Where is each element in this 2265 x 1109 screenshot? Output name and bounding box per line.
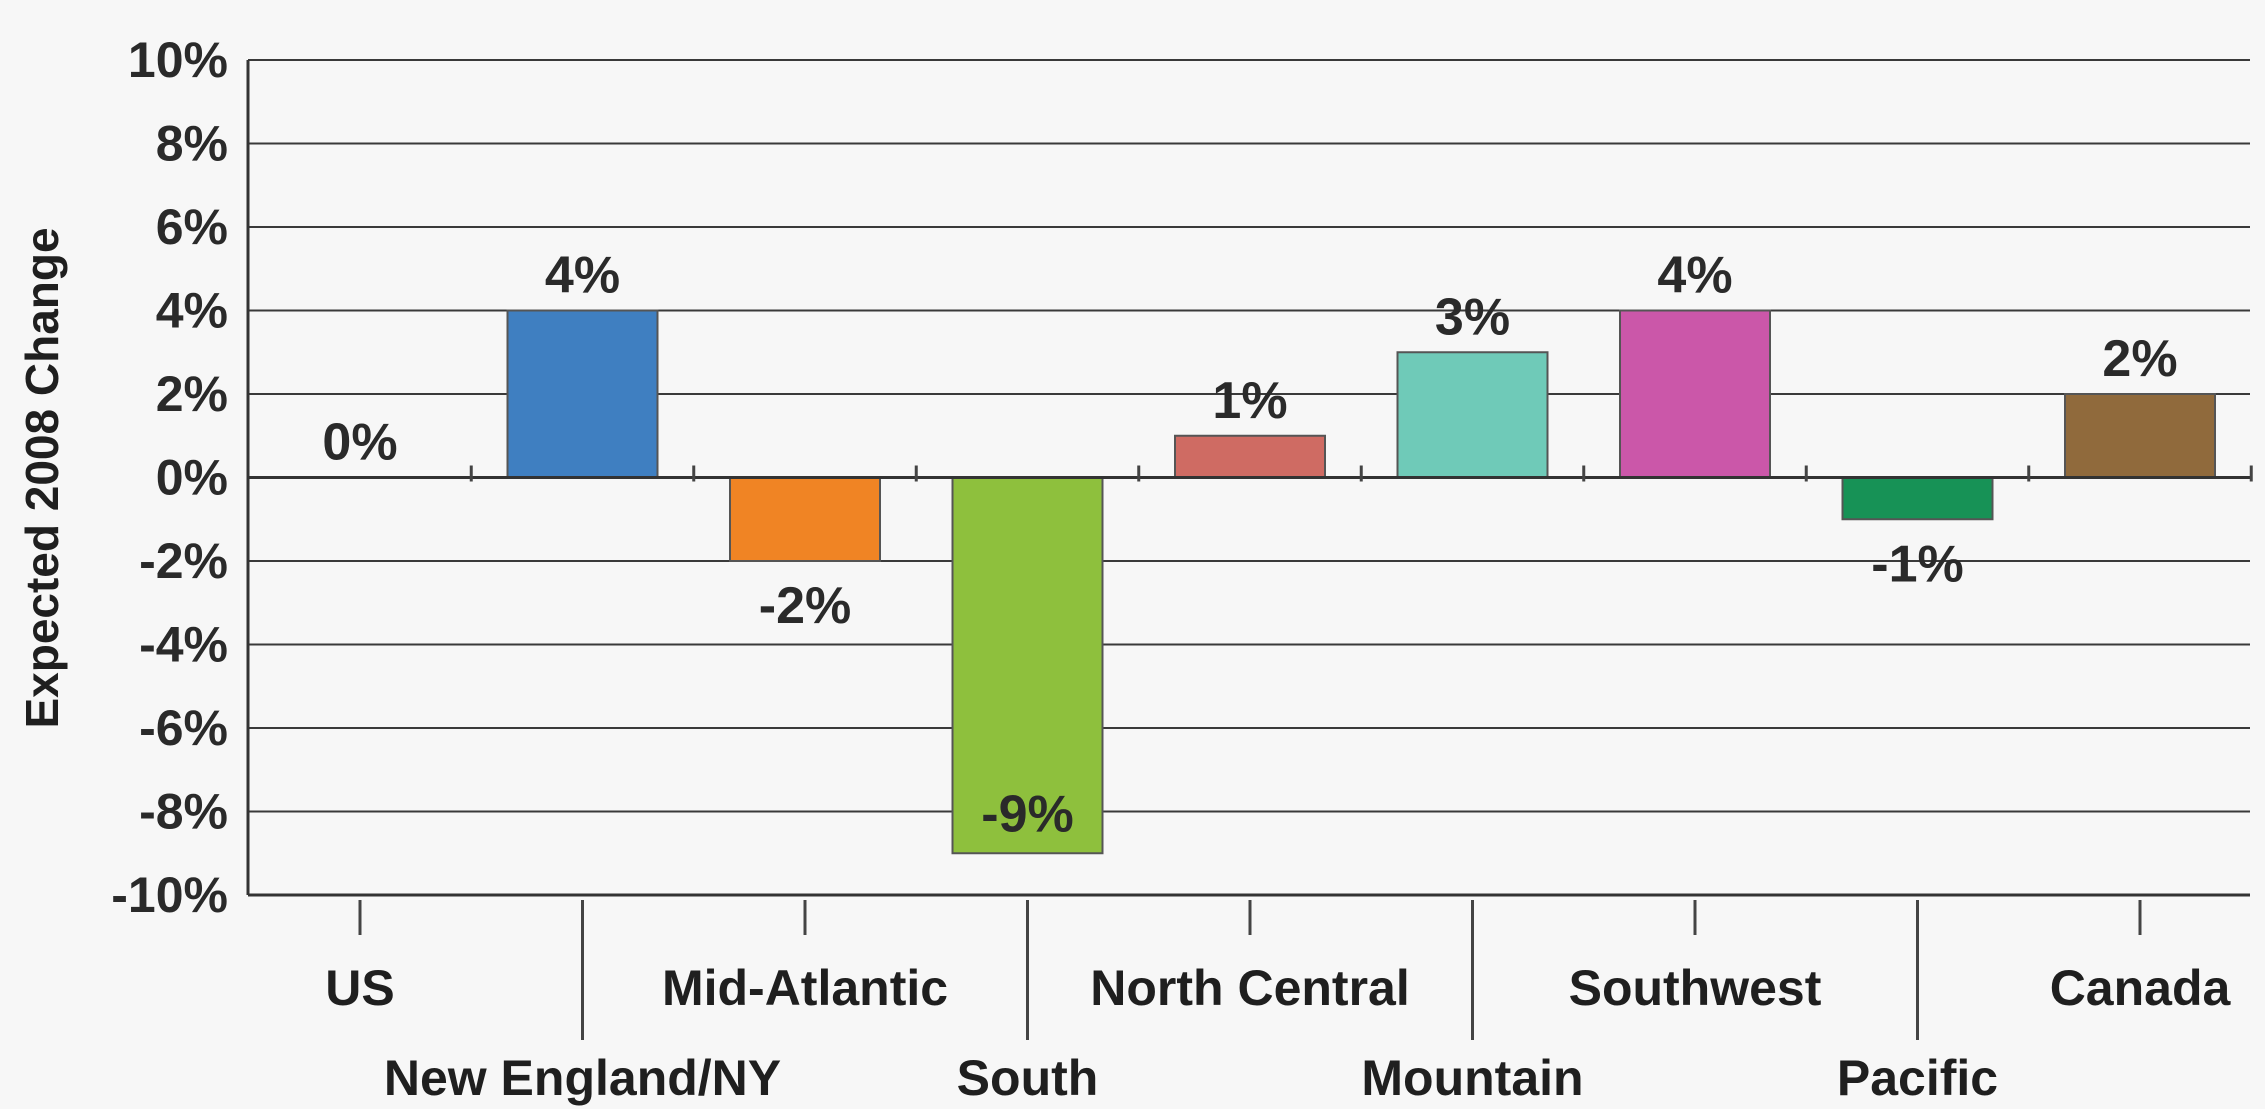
bar bbox=[951, 476, 1104, 855]
y-tick-label: -10% bbox=[111, 867, 228, 923]
data-label: 1% bbox=[1212, 372, 1287, 430]
data-label: -9% bbox=[981, 785, 1073, 843]
y-tick-label: 6% bbox=[156, 199, 228, 255]
y-tick-label: 0% bbox=[156, 450, 228, 506]
data-label: 0% bbox=[322, 414, 397, 472]
data-label: -1% bbox=[1871, 535, 1963, 593]
x-tick-label: Southwest bbox=[1569, 960, 1822, 1016]
data-label: 4% bbox=[1657, 247, 1732, 305]
y-tick-label: 2% bbox=[156, 366, 228, 422]
bar bbox=[1396, 351, 1549, 479]
y-tick-label: -6% bbox=[139, 700, 228, 756]
bar bbox=[1174, 434, 1326, 479]
y-axis-title: Expected 2008 Change bbox=[16, 227, 68, 728]
x-tick-label: Mid-Atlantic bbox=[662, 960, 948, 1016]
data-label: -2% bbox=[759, 577, 851, 635]
bars bbox=[506, 309, 2216, 855]
bar bbox=[1841, 476, 1994, 521]
data-label: 3% bbox=[1435, 288, 1510, 346]
y-tick-label: 10% bbox=[128, 32, 228, 88]
x-tick-label: Pacific bbox=[1837, 1050, 1998, 1106]
y-tick-label: -2% bbox=[139, 533, 228, 589]
x-axis bbox=[248, 465, 2253, 897]
bar bbox=[1619, 309, 1771, 479]
y-axis-ticks: 10% 8% 6% 4% 2% 0% -2% -4% -6% -8% -10% bbox=[111, 32, 228, 923]
x-tick-label: New England/NY bbox=[384, 1050, 781, 1106]
x-tick-label: South bbox=[957, 1050, 1099, 1106]
y-tick-label: 4% bbox=[156, 283, 228, 339]
x-tick-label: Canada bbox=[2050, 960, 2232, 1016]
y-tick-label: -4% bbox=[139, 617, 228, 673]
x-tick-label: Mountain bbox=[1361, 1050, 1583, 1106]
data-labels: 0% 4% -2% -9% 1% 3% 4% -1% 2% bbox=[322, 247, 2177, 844]
x-tick-label: US bbox=[325, 960, 394, 1016]
bar bbox=[729, 476, 881, 562]
bar bbox=[506, 309, 659, 479]
bar bbox=[2064, 393, 2216, 479]
y-tick-label: -8% bbox=[139, 784, 228, 840]
y-tick-label: 8% bbox=[156, 116, 228, 172]
data-label: 4% bbox=[545, 247, 620, 305]
x-tick-label: North Central bbox=[1090, 960, 1409, 1016]
data-label: 2% bbox=[2102, 330, 2177, 388]
